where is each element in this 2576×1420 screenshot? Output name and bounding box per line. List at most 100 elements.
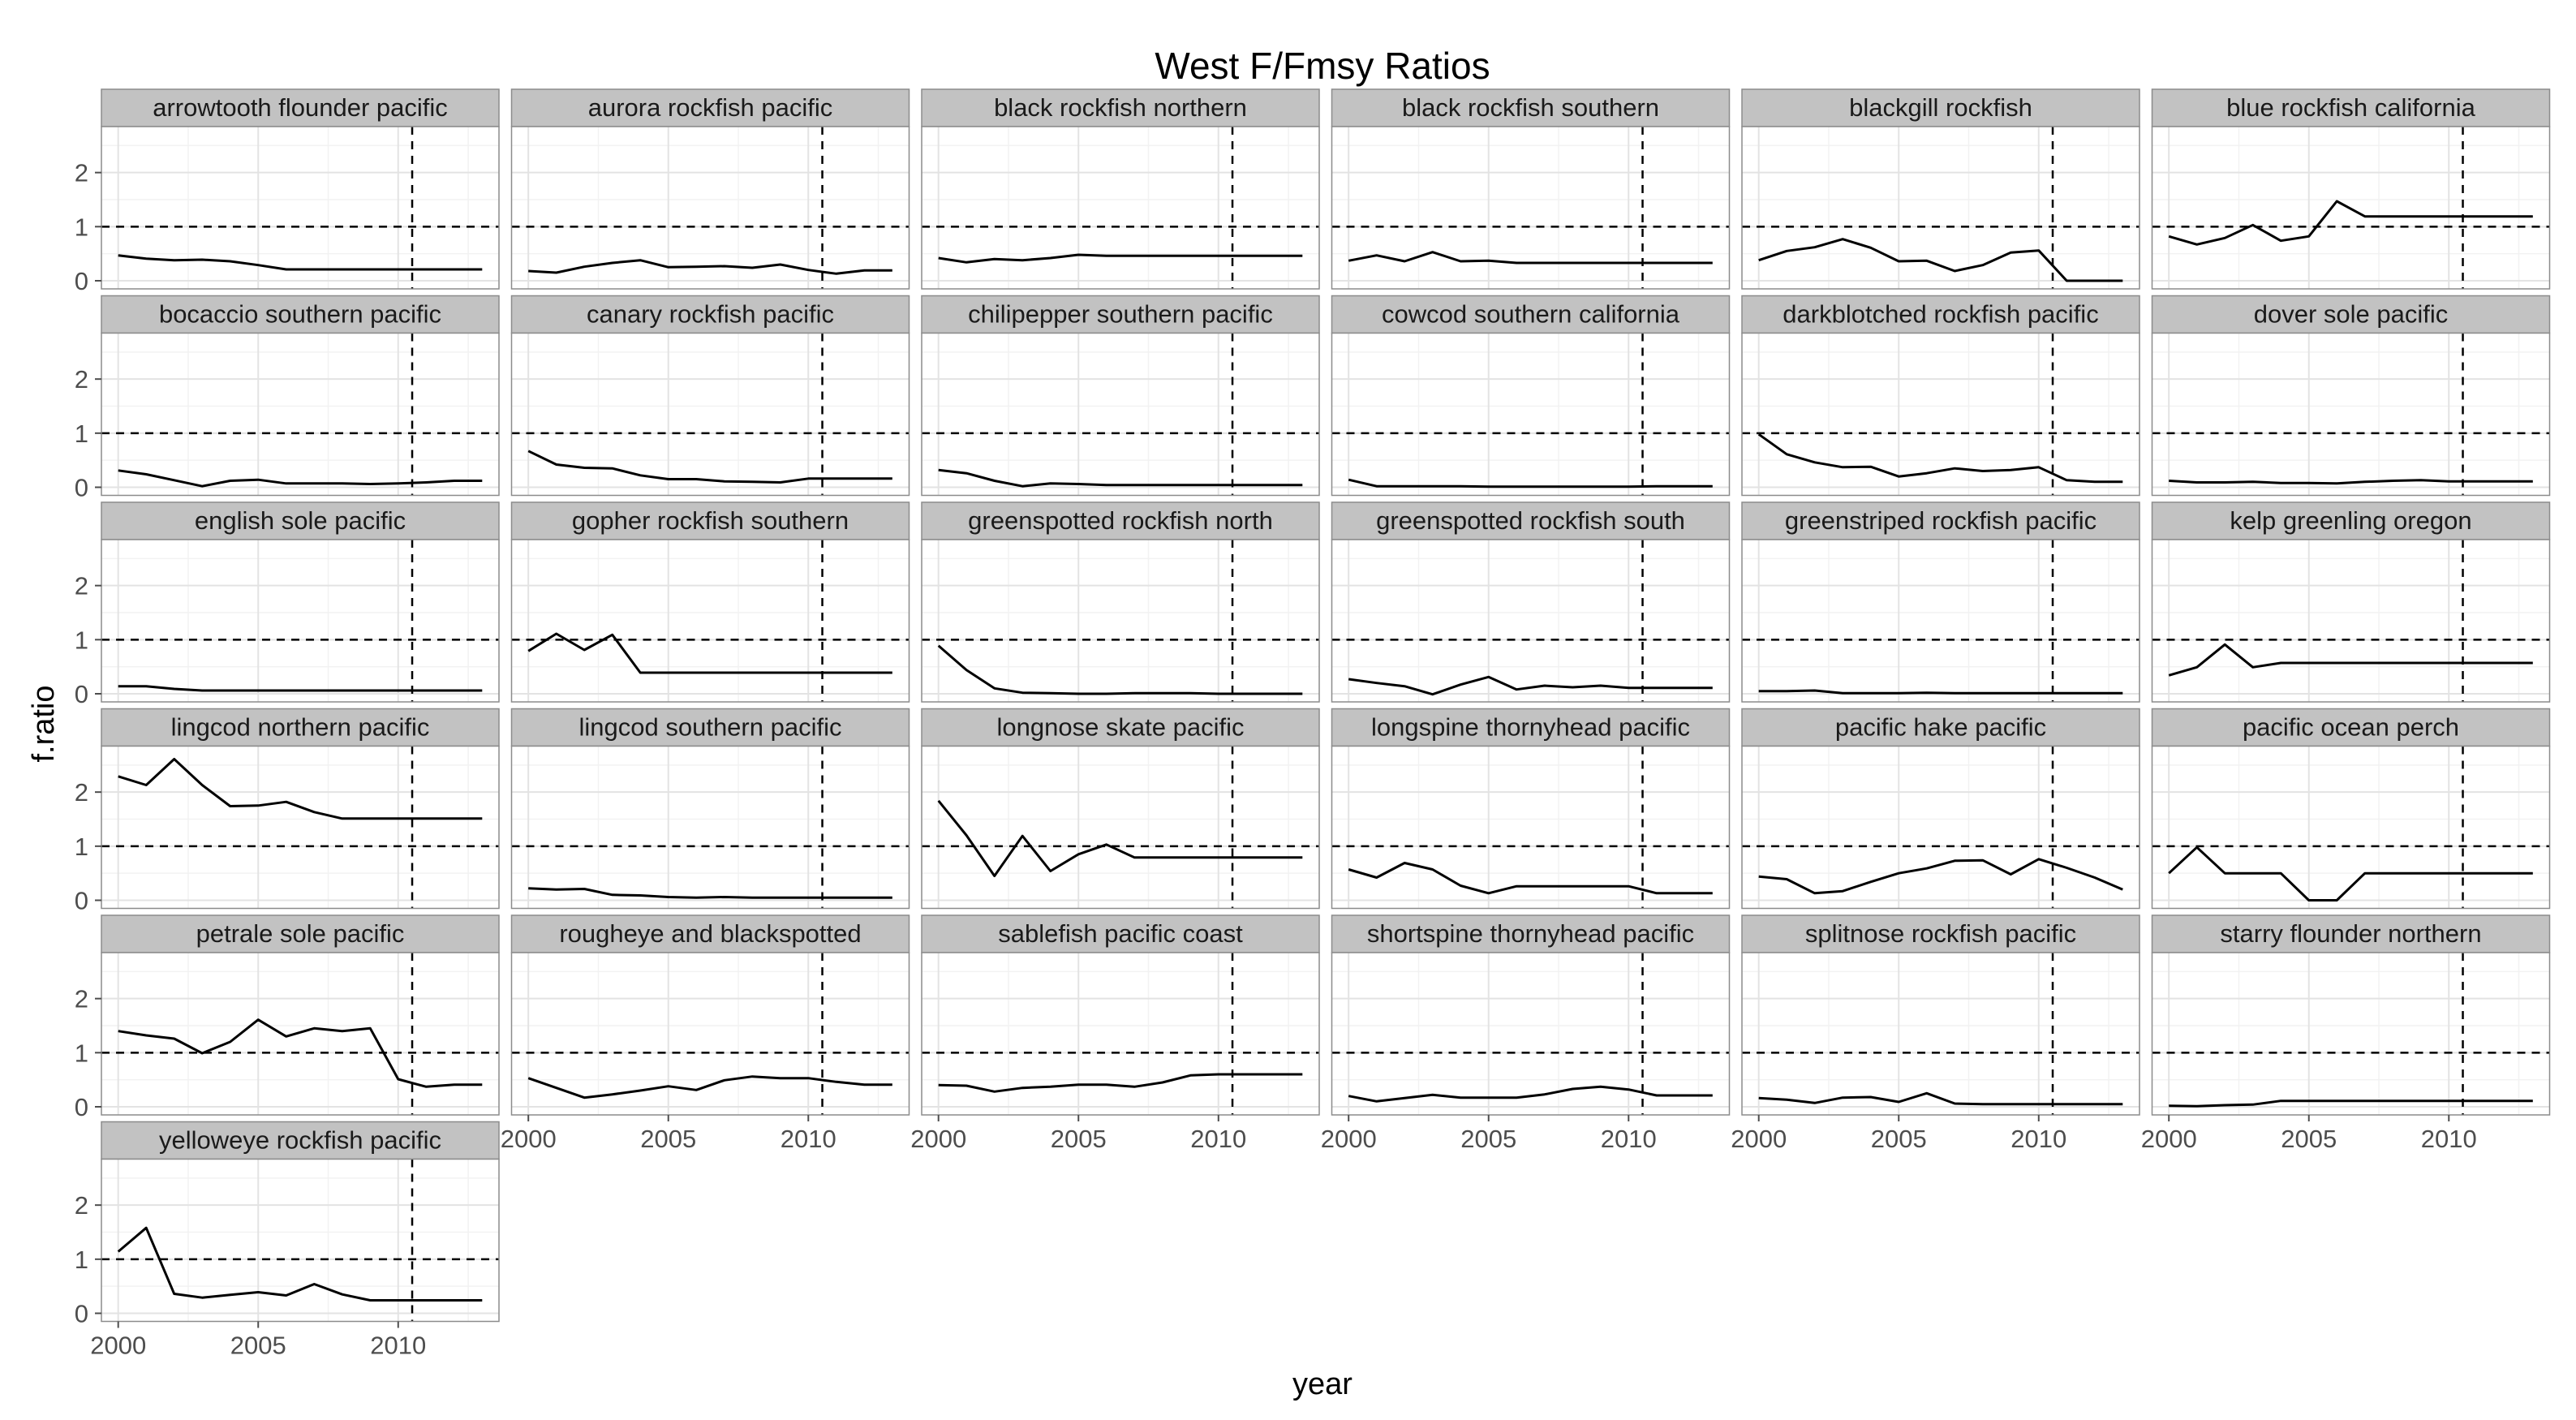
panel-background	[511, 746, 910, 909]
series-line	[2169, 479, 2533, 485]
panel-border	[2151, 126, 2551, 290]
facet-strip	[101, 501, 500, 540]
y-tick-label: 1	[75, 1039, 88, 1067]
panel-border	[1741, 952, 2140, 1116]
panel-background	[101, 540, 499, 702]
panel-border	[921, 745, 1320, 910]
panel-border	[1331, 126, 1731, 290]
x-tick-label: 2005	[640, 1125, 696, 1153]
facet-panel: cowcod southern california	[1331, 295, 1731, 497]
panel-background	[1742, 127, 2139, 289]
facet-strip-label: yelloweye rockfish pacific	[159, 1126, 441, 1155]
series-line	[1348, 675, 1713, 696]
chart-title: West F/Fmsy Ratios	[1155, 45, 1490, 87]
series-line	[117, 1226, 483, 1302]
facet-panel: lingcod southern pacific	[510, 708, 910, 910]
panel-border	[101, 952, 500, 1116]
x-tick-label: 2005	[230, 1332, 286, 1360]
facet-panel: arrowtooth flounder pacific 0 1 2	[75, 88, 500, 295]
facet-panel: gopher rockfish southern	[510, 501, 910, 703]
facet-panel: blackgill rockfish	[1741, 88, 2140, 290]
facet-panel: chilipepper southern pacific	[921, 295, 1320, 497]
y-tick-label: 0	[75, 680, 88, 708]
y-tick-label: 2	[75, 572, 88, 600]
facet-strip	[1741, 501, 2140, 540]
x-tick-label: 2010	[1190, 1125, 1246, 1153]
facet-strip-label: black rockfish northern	[994, 93, 1247, 122]
y-tick-label: 2	[75, 778, 88, 807]
x-tick-label: 2000	[90, 1332, 146, 1360]
panel-border	[510, 952, 910, 1116]
facet-panel: longspine thornyhead pacific	[1331, 708, 1731, 910]
panel-background	[101, 953, 499, 1115]
panel-border	[1741, 539, 2140, 703]
panel-background	[1742, 953, 2139, 1115]
x-tick-label: 2005	[1460, 1125, 1516, 1153]
panel-border	[2151, 745, 2551, 910]
series-line	[2168, 200, 2533, 246]
series-line	[938, 468, 1303, 488]
panel-background	[1331, 953, 1730, 1115]
panel-border	[101, 539, 500, 703]
facet-strip-label: splitnose rockfish pacific	[1805, 919, 2076, 948]
facet-strip-label: chilipepper southern pacific	[968, 300, 1273, 329]
panel-background	[922, 127, 1319, 289]
series-line	[527, 1075, 892, 1099]
facet-strip-label: sablefish pacific coast	[998, 919, 1243, 948]
series-line	[1348, 251, 1713, 265]
facet-strip-label: greenspotted rockfish south	[1376, 506, 1685, 535]
panel-border	[101, 332, 500, 497]
panel-background	[1331, 127, 1730, 289]
panel-grid	[511, 746, 910, 909]
series-line	[1348, 1085, 1713, 1103]
facet-strip	[1331, 88, 1731, 127]
panel-background	[511, 540, 910, 702]
panel-border	[1741, 126, 2140, 290]
x-tick-label: 2010	[1601, 1125, 1657, 1153]
facet-panel: pacific ocean perch	[2151, 708, 2551, 910]
panel-background	[2152, 540, 2550, 702]
y-tick-label: 0	[75, 887, 88, 915]
panel-background	[1331, 746, 1730, 909]
facet-strip	[1331, 914, 1731, 953]
facet-strip-label: greenstriped rockfish pacific	[1785, 506, 2096, 535]
series-line	[118, 469, 483, 488]
panel-border	[510, 539, 910, 703]
series-line	[2168, 846, 2533, 901]
facet-strip	[1331, 708, 1731, 747]
facet-panel: dover sole pacific	[2151, 295, 2551, 497]
facet-strip-label: english sole pacific	[195, 506, 406, 535]
facet-strip-label: dover sole pacific	[2254, 300, 2449, 329]
facet-strip	[101, 88, 500, 127]
series-line	[937, 644, 1303, 695]
panel-background	[101, 127, 499, 289]
series-line	[1758, 689, 2123, 695]
panel-grid	[101, 1159, 499, 1322]
x-axis-title: year	[1292, 1367, 1353, 1401]
facet-panel: pacific hake pacific	[1741, 708, 2140, 910]
y-tick-label: 1	[75, 1246, 88, 1274]
facet-strip-label: darkblotched rockfish pacific	[1783, 300, 2098, 329]
panel-background	[922, 540, 1319, 702]
panel-grid	[101, 127, 499, 289]
x-tick-label: 2005	[2281, 1125, 2337, 1153]
x-tick-label: 2010	[2010, 1125, 2066, 1153]
x-tick-label: 2010	[781, 1125, 836, 1153]
series-line	[118, 1018, 483, 1088]
panel-background	[1742, 746, 2139, 909]
series-line	[2168, 643, 2533, 677]
facet-strip-label: arrowtooth flounder pacific	[153, 93, 448, 122]
facet-strip	[510, 501, 910, 540]
facet-panel: black rockfish southern	[1331, 88, 1731, 290]
y-tick-label: 1	[75, 420, 88, 448]
panel-background	[2152, 746, 2550, 909]
y-tick-label: 1	[75, 626, 88, 654]
facet-panel: black rockfish northern	[921, 88, 1320, 290]
facet-panel: aurora rockfish pacific	[510, 88, 910, 290]
facet-strip-label: canary rockfish pacific	[587, 300, 834, 329]
panel-background	[101, 1159, 499, 1322]
facet-strip-label: aurora rockfish pacific	[588, 93, 833, 122]
facet-panel: longnose skate pacific	[921, 708, 1320, 910]
panel-grid	[101, 746, 499, 909]
facet-strip-label: cowcod southern california	[1382, 300, 1680, 329]
